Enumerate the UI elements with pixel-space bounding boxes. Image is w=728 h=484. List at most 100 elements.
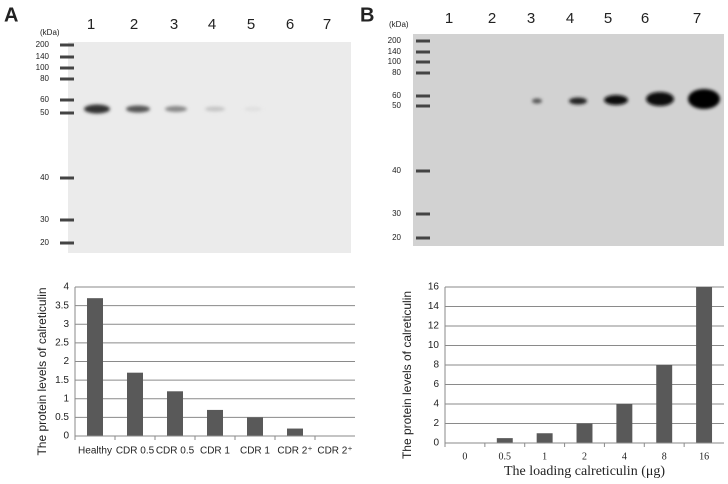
x-tick-label: 0 [462,451,467,462]
lane-label: 7 [323,16,331,33]
ladder-band [60,241,74,245]
ladder-band [60,218,74,222]
bar [536,433,553,443]
blot-bands [84,104,262,114]
lane-label: 3 [527,10,535,27]
x-tick-label: CDR 0.5 [156,446,195,457]
lane-label: 6 [641,10,649,27]
marker-label: 140 [36,52,50,61]
lane-label: 1 [445,10,453,27]
marker-label: 40 [392,166,401,175]
bar [287,428,303,436]
x-axis-title: The loading calreticulin (μg) [504,464,665,479]
marker-label: 50 [392,101,401,110]
lane-label: 5 [604,10,612,27]
bar [87,298,103,436]
bar [496,438,513,443]
ladder-band [416,94,430,98]
marker-label: 20 [40,238,49,247]
x-tick-label: CDR 1 [240,446,270,457]
lane-label: 4 [208,16,216,33]
bar [127,372,143,436]
ladder-band [416,71,430,75]
y-tick-label: 2 [63,356,69,367]
blot [68,42,351,253]
marker-label: 40 [40,173,49,182]
bar [247,417,263,436]
marker-label: 140 [388,47,402,56]
y-tick-label: 0.5 [55,412,69,423]
ladder-band [416,50,430,54]
y-tick-label: 3 [63,319,69,330]
marker-label: 80 [392,68,401,77]
blot [413,34,724,246]
x-tick-label: CDR 1 [200,446,230,457]
ladder-band [416,169,430,173]
bar [656,365,673,443]
ladder-band [60,43,74,47]
y-tick-label: 8 [433,360,439,371]
ladder-band [60,55,74,59]
panel-label: B [360,4,374,26]
ladder-band [416,212,430,216]
blot-unit: (kDa) [40,28,60,37]
x-tick-label: Healthy [78,446,112,457]
ladder-band [60,77,74,81]
y-tick-label: 2.5 [55,338,69,349]
x-tick-label: 8 [662,451,667,462]
y-axis-title: The protein levels of calreticulin [35,287,49,455]
y-tick-label: 0 [63,431,69,442]
marker-label: 80 [40,74,49,83]
ladder-band [60,66,74,70]
lane-label: 6 [286,16,294,33]
ladder-band [60,98,74,102]
bar [167,391,183,436]
lane-label: 2 [130,16,138,33]
marker-label: 30 [40,215,49,224]
lane-label: 4 [566,10,574,27]
x-tick-label: 4 [622,451,627,462]
ladder-band [416,104,430,108]
marker-label: 30 [392,209,401,218]
y-tick-label: 6 [433,379,439,390]
y-tick-label: 0 [433,438,439,449]
y-tick-label: 4 [63,282,69,293]
y-tick-label: 3.5 [55,300,69,311]
ladder-band [60,111,74,115]
y-tick-label: 1 [63,393,69,404]
marker-label: 100 [388,57,402,66]
bar [207,409,223,436]
ladder-band [416,39,430,43]
bar [616,404,633,443]
marker-label: 200 [388,36,402,45]
y-tick-label: 10 [428,340,440,351]
marker-label: 60 [392,91,401,100]
x-tick-label: 1 [542,451,547,462]
panel-label: A [4,4,18,26]
marker-label: 60 [40,95,49,104]
lane-label: 3 [170,16,178,33]
y-tick-label: 14 [428,301,440,312]
marker-label: 20 [392,233,401,242]
lane-label: 5 [247,16,255,33]
ladder-band [60,176,74,180]
lane-label: 7 [693,10,701,27]
marker-label: 50 [40,108,49,117]
lane-label: 1 [87,16,95,33]
bar [576,423,593,443]
marker-label: 200 [36,40,50,49]
y-axis-title: The protein levels of calreticulin [400,291,414,459]
y-tick-label: 4 [433,399,439,410]
lane-label: 2 [488,10,496,27]
x-tick-label: 0.5 [499,451,512,462]
x-tick-label: CDR 2⁺ [317,446,352,457]
x-tick-label: CDR 0.5 [116,446,155,457]
y-tick-label: 16 [428,282,440,293]
x-tick-label: 16 [699,451,709,462]
y-tick-label: 1.5 [55,375,69,386]
marker-label: 100 [36,63,50,72]
blot-unit: (kDa) [389,20,409,29]
bar [696,287,713,443]
ladder-band [416,60,430,64]
